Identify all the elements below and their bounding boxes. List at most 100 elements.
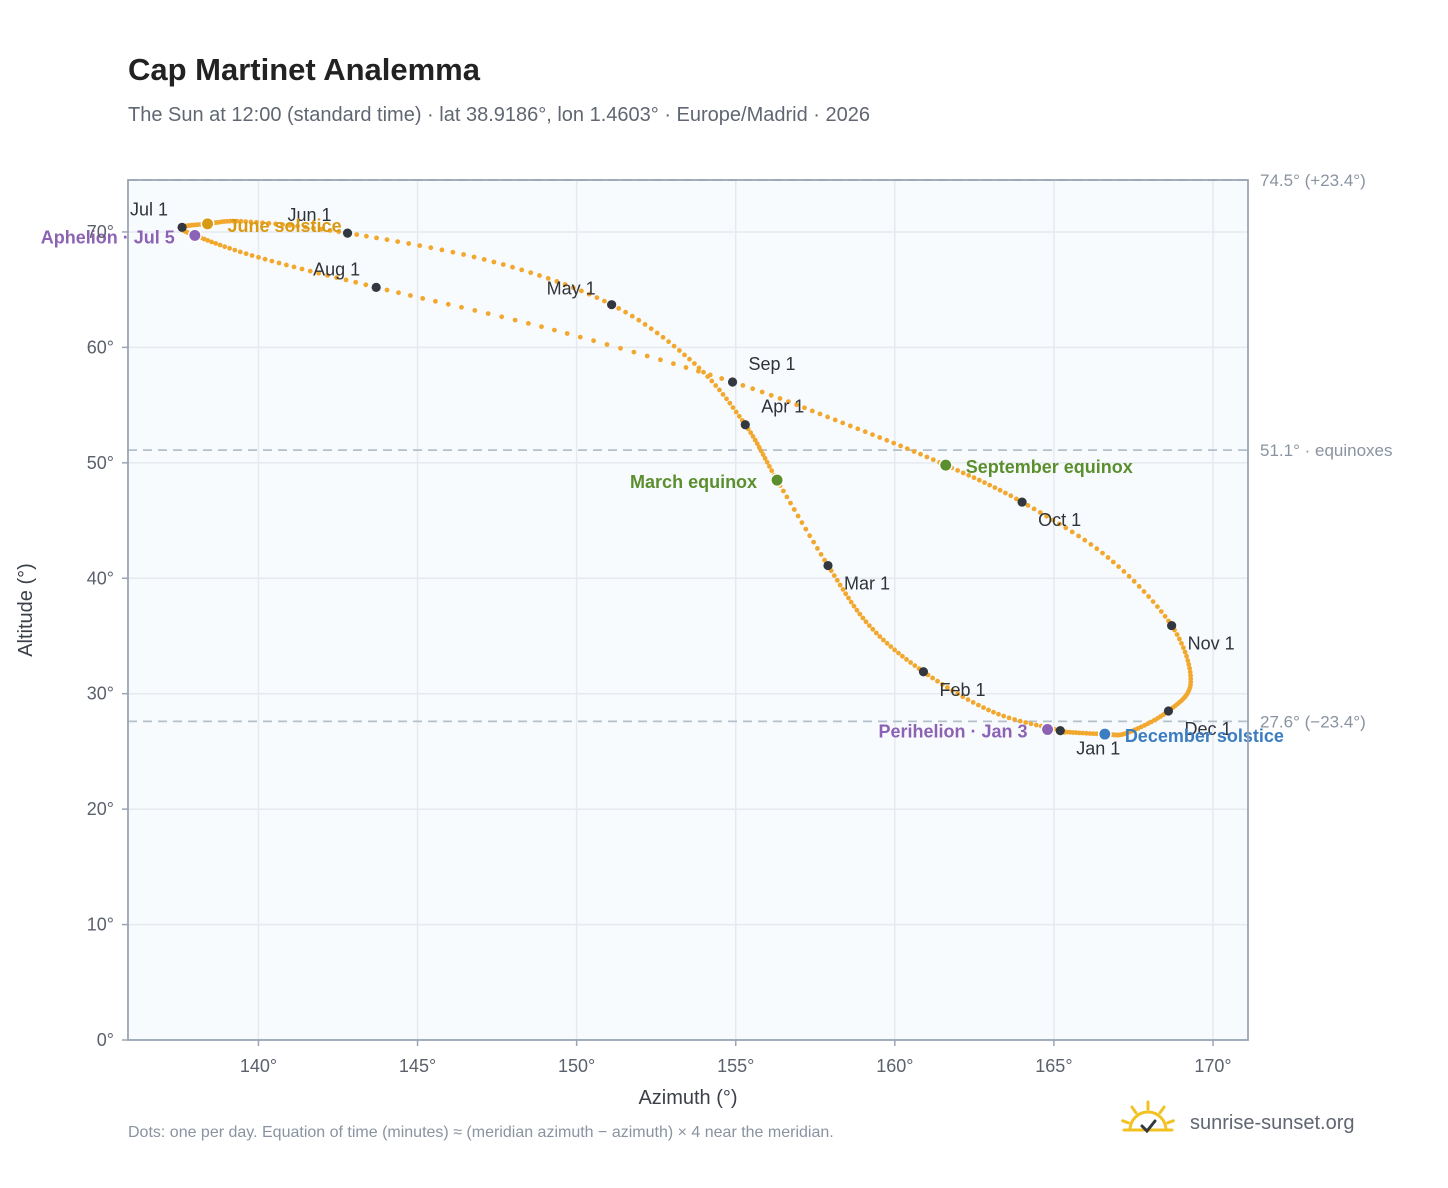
footnote: Dots: one per day. Equation of time (min… <box>128 1124 834 1141</box>
y-tick-label: 50° <box>87 453 114 473</box>
day-dot <box>353 279 359 285</box>
day-dot <box>248 219 254 225</box>
day-dot <box>1158 609 1164 614</box>
day-dot <box>846 595 851 601</box>
day-dot <box>720 392 726 397</box>
day-dot <box>873 630 879 636</box>
day-dot <box>832 417 838 423</box>
month-marker <box>371 282 381 292</box>
day-dot <box>636 317 642 323</box>
day-dot <box>1069 529 1075 535</box>
sun-ray <box>1130 1105 1138 1115</box>
day-dot <box>485 311 491 316</box>
day-dot <box>862 429 868 435</box>
day-dot <box>539 324 544 330</box>
day-dot <box>837 582 843 588</box>
day-dot <box>707 372 713 378</box>
day-dot <box>940 682 945 687</box>
day-dot <box>811 539 816 545</box>
day-dot <box>955 468 960 473</box>
day-dot <box>966 472 972 478</box>
chart-title: Cap Martinet Analemma <box>128 52 480 87</box>
day-dot <box>1025 503 1031 508</box>
month-marker <box>177 222 187 232</box>
day-dot <box>319 226 324 232</box>
day-dot <box>997 487 1003 493</box>
day-dot <box>1182 649 1188 655</box>
day-dot <box>1063 525 1069 531</box>
day-dot <box>802 405 807 411</box>
day-dot <box>748 430 754 436</box>
day-dot <box>904 657 909 662</box>
day-dot <box>935 678 940 684</box>
day-dot <box>1100 550 1105 556</box>
day-dot <box>287 223 293 228</box>
day-dot <box>1141 589 1147 594</box>
day-dot <box>840 587 846 592</box>
day-dot <box>683 365 689 370</box>
day-dot <box>316 270 322 276</box>
month-marker <box>1055 726 1065 736</box>
event-marker <box>187 228 202 243</box>
day-dot <box>888 644 894 649</box>
day-dot <box>1023 720 1029 725</box>
day-dot <box>658 357 663 363</box>
day-dot <box>227 245 233 251</box>
day-dot <box>1131 578 1137 584</box>
day-dot <box>991 709 996 715</box>
day-dot <box>577 334 583 340</box>
day-dot <box>1150 599 1156 604</box>
day-dot <box>818 552 824 557</box>
day-dot <box>307 268 313 274</box>
day-dot <box>545 276 551 281</box>
day-dot <box>280 222 285 228</box>
day-dot <box>840 420 846 426</box>
day-dot <box>760 452 766 457</box>
day-dot <box>825 414 830 420</box>
day-dot <box>1017 718 1023 724</box>
day-dot <box>769 468 775 474</box>
day-dot <box>854 607 860 613</box>
day-dot <box>1094 546 1100 552</box>
day-dot <box>276 260 282 266</box>
day-dot <box>960 694 966 700</box>
day-dot <box>843 591 849 597</box>
day-dot <box>759 389 765 395</box>
day-dot <box>960 470 966 476</box>
day-dot <box>648 326 654 332</box>
day-dot <box>898 443 903 449</box>
day-dot <box>884 437 890 443</box>
day-dot <box>777 396 783 401</box>
day-dot <box>996 711 1001 717</box>
day-dot <box>472 308 478 313</box>
day-dot <box>642 322 648 327</box>
day-dot <box>677 348 682 353</box>
day-dot <box>1037 510 1043 515</box>
day-dot <box>1088 542 1094 547</box>
day-dot <box>740 383 746 388</box>
day-dot <box>234 218 240 224</box>
day-dot <box>713 383 719 388</box>
day-dot <box>445 301 451 307</box>
day-dot <box>709 378 715 384</box>
day-dot <box>930 457 936 463</box>
day-dot <box>768 392 774 398</box>
chart-subtitle: The Sun at 12:00 (standard time) · lat 3… <box>128 104 870 126</box>
y-tick-label: 0° <box>97 1030 114 1050</box>
day-dot <box>1184 653 1189 659</box>
day-dot <box>562 282 568 287</box>
month-label: Mar 1 <box>844 574 890 594</box>
day-dot <box>756 444 762 450</box>
day-dot <box>786 399 791 404</box>
day-dot <box>908 660 913 665</box>
day-dot <box>784 494 790 500</box>
day-dot <box>1044 513 1049 519</box>
day-dot <box>696 368 701 374</box>
day-dot <box>1080 730 1086 736</box>
day-dot <box>1185 658 1191 663</box>
brand-logo[interactable]: sunrise-sunset.org <box>1120 1100 1420 1150</box>
day-dot <box>232 247 238 253</box>
month-label: Dec 1 <box>1184 719 1231 739</box>
day-dot <box>564 331 570 336</box>
event-marker <box>770 473 785 488</box>
